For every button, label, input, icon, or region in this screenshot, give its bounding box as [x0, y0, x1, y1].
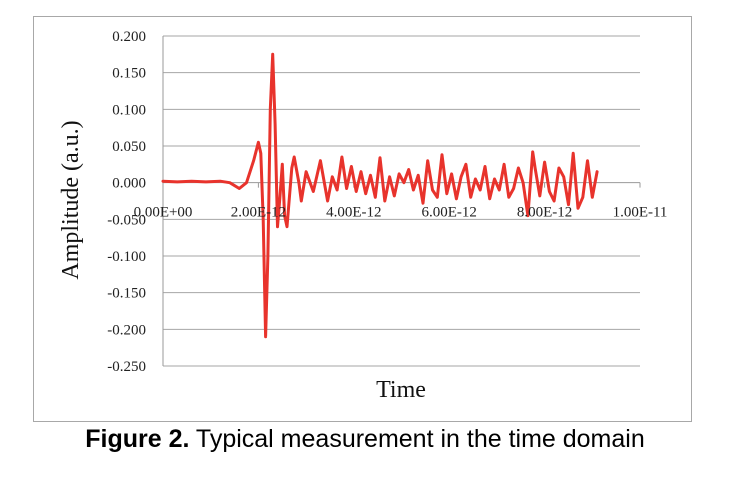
- x-tick-label: 0.00E+00: [134, 205, 193, 221]
- series-line: [161, 52, 599, 339]
- x-tick-label: 6.00E-12: [421, 205, 476, 221]
- y-tick-labels: 0.200 0.150 0.100 0.050 0.000 -0.050 -0.100 -0.…: [107, 29, 146, 375]
- y-tick-label: 0.000: [112, 176, 146, 192]
- y-tick-label: 0.150: [112, 66, 146, 82]
- y-tick-label: -0.250: [107, 359, 146, 375]
- chart: 0.200 0.150 0.100 0.050 0.000 -0.050 -0.100 -0.…: [58, 29, 668, 403]
- figure-caption-label: Figure 2.: [85, 425, 190, 453]
- x-tick-label: 8.00E-12: [517, 205, 572, 221]
- y-tick-label: 0.200: [112, 29, 146, 45]
- x-tick-labels: 0.00E+00 2.00E-12 4.00E-12 6.00E-12 8.00E-12…: [134, 205, 668, 221]
- y-tick-label: -0.150: [107, 286, 146, 302]
- figure-caption: Figure 2. Typical measurement in the tim…: [0, 425, 730, 454]
- gridlines: [163, 35, 640, 367]
- x-axis-title: Time: [376, 377, 426, 403]
- x-tick-label: 2.00E-12: [231, 205, 286, 221]
- y-tick-label: 0.100: [112, 102, 146, 118]
- series-layer: [161, 52, 599, 339]
- x-tick-label: 1.00E-11: [613, 205, 668, 221]
- figure-caption-text: Typical measurement in the time domain: [189, 425, 645, 453]
- y-tick-label: -0.100: [107, 249, 146, 265]
- y-axis-title: Amplitude (a.u.): [58, 120, 84, 279]
- y-tick-label: -0.200: [107, 322, 146, 338]
- y-tick-label: -0.050: [107, 212, 146, 228]
- x-tick-label: 4.00E-12: [326, 205, 381, 221]
- y-tick-label: 0.050: [112, 139, 146, 155]
